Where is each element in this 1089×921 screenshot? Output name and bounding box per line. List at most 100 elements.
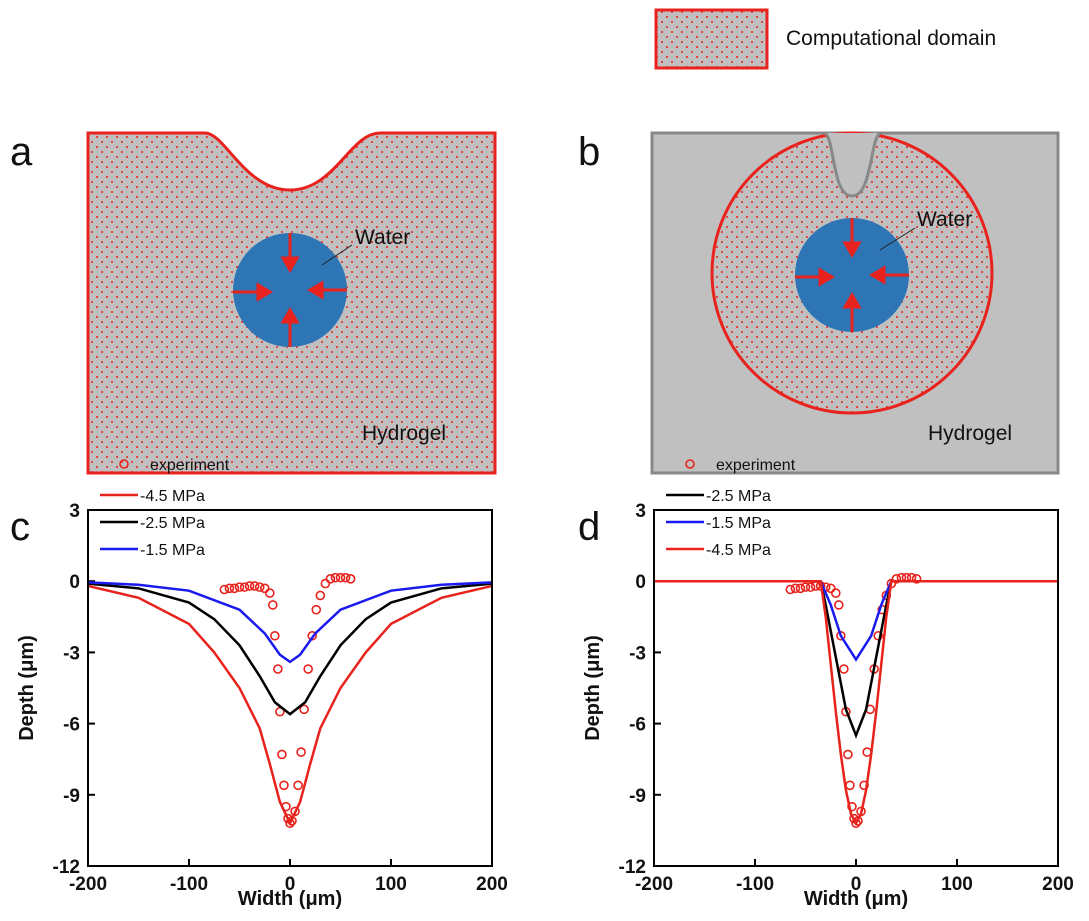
- y-tick-label: 0: [635, 572, 646, 593]
- data-point: [315, 590, 326, 601]
- y-axis-title: Depth (μm): [16, 635, 38, 741]
- data-point: [911, 574, 922, 584]
- hydrogel-label: Hydrogel: [362, 422, 446, 445]
- panel-label: a: [10, 130, 33, 174]
- pointer: [879, 227, 916, 251]
- domain-legend: Computational domain: [786, 27, 996, 50]
- data-point: [825, 583, 836, 594]
- legend-marker: [685, 459, 695, 469]
- data-point: [311, 604, 322, 615]
- x-tick-label: 100: [941, 874, 973, 895]
- x-tick-label: -200: [635, 874, 673, 895]
- arrows-a: [233, 233, 347, 347]
- data-point: [790, 583, 801, 594]
- y-tick-label: -6: [63, 715, 80, 736]
- data-point: [839, 664, 849, 674]
- y-tick-label: -3: [63, 643, 80, 664]
- panel-label: c: [10, 505, 30, 549]
- domain-swatch: [654, 8, 769, 70]
- data-point: [859, 780, 869, 791]
- water-label: Water: [355, 226, 410, 249]
- x-axis-title: Width (μm): [238, 888, 342, 910]
- legend-label: -4.5 MPa: [140, 488, 205, 505]
- legend-label: -1.5 MPa: [706, 515, 771, 532]
- data-point: [229, 583, 240, 594]
- series-line: [87, 581, 493, 664]
- data-point: [249, 581, 260, 591]
- water-b: [795, 218, 909, 332]
- x-tick-label: 0: [285, 874, 296, 895]
- data-point: [244, 581, 255, 591]
- x-tick-label: -200: [69, 874, 107, 895]
- x-tick-label: -100: [736, 874, 774, 895]
- legend-marker: [119, 459, 129, 469]
- data-point: [224, 583, 235, 594]
- legend-label: -1.5 MPa: [140, 542, 205, 559]
- series-line: [87, 584, 493, 827]
- plot-frame: [653, 509, 1059, 867]
- data-point: [785, 584, 796, 595]
- data-point: [843, 749, 853, 760]
- data-point: [254, 582, 265, 592]
- data-point: [830, 588, 841, 598]
- data-point: [320, 578, 331, 589]
- x-axis-title: Width (μm): [804, 888, 908, 910]
- series-line: [654, 579, 1058, 826]
- data-point: [795, 583, 806, 594]
- hydrogel-label: Hydrogel: [928, 422, 1012, 445]
- y-tick-label: -6: [629, 715, 646, 736]
- legend-label: -2.5 MPa: [706, 488, 771, 505]
- data-point: [340, 572, 351, 583]
- data-point: [239, 582, 250, 592]
- data-point: [279, 780, 289, 791]
- x-tick-label: 200: [1042, 874, 1074, 895]
- data-point: [270, 630, 280, 641]
- data-point: [847, 801, 857, 812]
- y-tick-label: -9: [629, 786, 646, 807]
- data-point: [285, 818, 295, 829]
- legend-label: experiment: [716, 457, 796, 474]
- y-tick-label: -12: [53, 857, 80, 878]
- data-point: [800, 582, 811, 592]
- legend-label: -2.5 MPa: [140, 515, 205, 532]
- plot-area: [87, 572, 493, 829]
- data-point: [299, 704, 309, 715]
- arrows-b: [795, 218, 909, 332]
- data-point: [345, 574, 356, 584]
- data-point: [277, 749, 287, 760]
- x-tick-label: -100: [170, 874, 208, 895]
- data-point: [330, 572, 341, 583]
- water-label: Water: [917, 208, 972, 231]
- y-tick-label: -9: [63, 786, 80, 807]
- x-tick-label: 200: [476, 874, 508, 895]
- data-point: [873, 630, 884, 641]
- data-point: [264, 588, 275, 598]
- data-point: [303, 664, 313, 674]
- data-point: [234, 582, 245, 592]
- series-line: [654, 579, 1058, 662]
- data-point: [845, 780, 855, 791]
- y-tick-label: 3: [69, 501, 80, 522]
- data-point: [805, 582, 816, 592]
- data-point: [259, 583, 270, 594]
- y-tick-label: 3: [635, 501, 646, 522]
- plot-frame: [87, 509, 493, 867]
- panel-label: b: [578, 130, 600, 174]
- data-point: [273, 664, 283, 674]
- pointer: [321, 244, 353, 266]
- x-tick-label: 100: [375, 874, 407, 895]
- legend-label: -4.5 MPa: [706, 542, 771, 559]
- data-point: [851, 818, 861, 829]
- x-tick-label: 0: [851, 874, 862, 895]
- y-axis-title: Depth (μm): [582, 635, 604, 741]
- y-tick-label: -12: [619, 857, 646, 878]
- data-point: [296, 747, 306, 757]
- data-point: [293, 780, 303, 791]
- y-tick-label: 0: [69, 572, 80, 593]
- data-point: [335, 572, 346, 583]
- data-point: [834, 600, 844, 610]
- data-point: [325, 574, 336, 584]
- water-a: [233, 233, 347, 347]
- data-point: [219, 584, 230, 595]
